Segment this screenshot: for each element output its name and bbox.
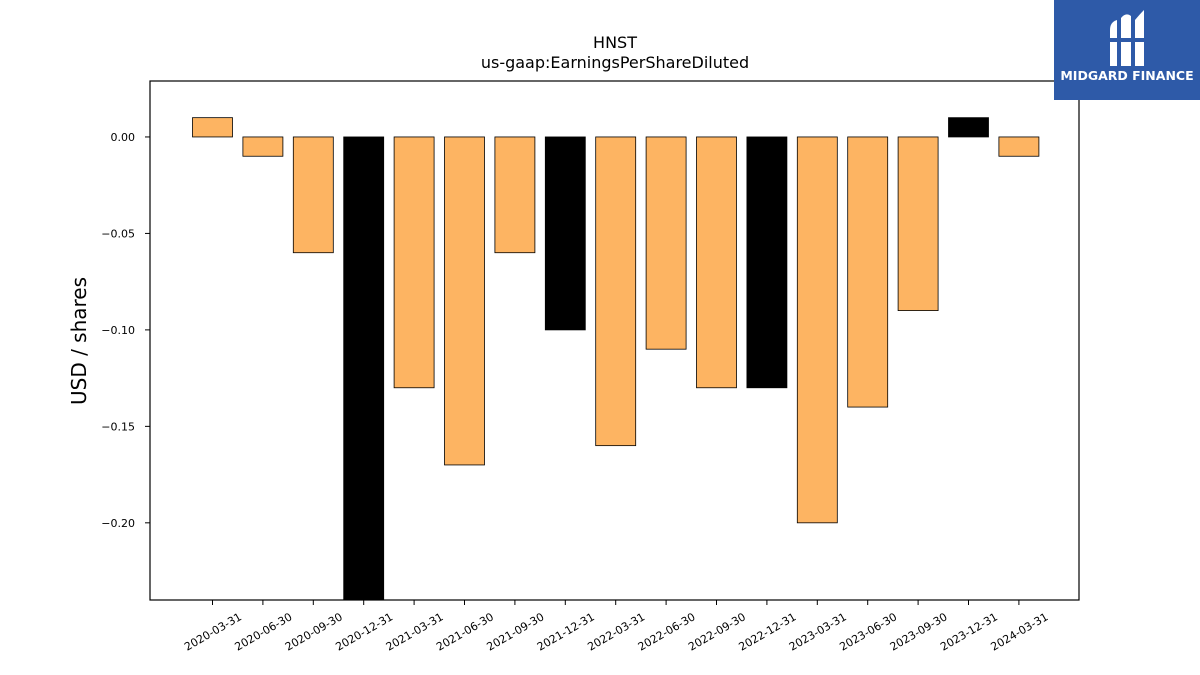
y-axis-label: USD / shares <box>67 277 91 405</box>
chart-subtitle: us-gaap:EarningsPerShareDiluted <box>481 53 749 72</box>
bar-2020-06-30 <box>242 136 284 157</box>
bar-2024-03-31 <box>998 136 1040 157</box>
midgard-logo-icon <box>1108 10 1146 66</box>
bar-2023-12-31 <box>948 117 989 138</box>
y-ticks-group: 0.00 −0.05 −0.10 −0.15 −0.20 <box>101 131 150 530</box>
bars-group <box>192 117 1040 601</box>
x-ticks-group: 2020-03-312020-06-302020-09-302020-12-31… <box>182 600 1050 654</box>
y-tick-label: −0.20 <box>101 517 135 530</box>
y-tick-label: 0.00 <box>111 131 136 144</box>
plot-frame <box>149 80 1080 601</box>
brand-logo-text: MIDGARD FINANCE <box>1060 68 1194 83</box>
bar-2022-06-30 <box>645 136 687 350</box>
bar-2021-06-30 <box>444 136 485 466</box>
bar-2022-03-31 <box>595 136 637 447</box>
chart-title: HNST <box>593 33 637 52</box>
y-tick-label: −0.05 <box>101 227 135 240</box>
bar-2022-09-30 <box>696 136 737 389</box>
y-tick-label: −0.15 <box>101 420 135 433</box>
bar-2022-12-31 <box>746 136 788 389</box>
bar-2021-12-31 <box>544 136 586 331</box>
bar-2020-03-31 <box>192 117 233 138</box>
x-tick-label: 2024-03-31 <box>989 610 1051 653</box>
bar-2023-06-30 <box>847 136 889 408</box>
bar-2021-09-30 <box>494 136 536 254</box>
bar-2020-12-31 <box>343 136 385 601</box>
bar-2023-03-31 <box>796 136 838 524</box>
y-tick-label: −0.10 <box>101 324 135 337</box>
bar-2021-03-31 <box>393 136 435 389</box>
brand-logo: MIDGARD FINANCE <box>1054 0 1200 100</box>
bar-2020-09-30 <box>292 136 334 254</box>
bar-2023-09-30 <box>897 136 939 311</box>
